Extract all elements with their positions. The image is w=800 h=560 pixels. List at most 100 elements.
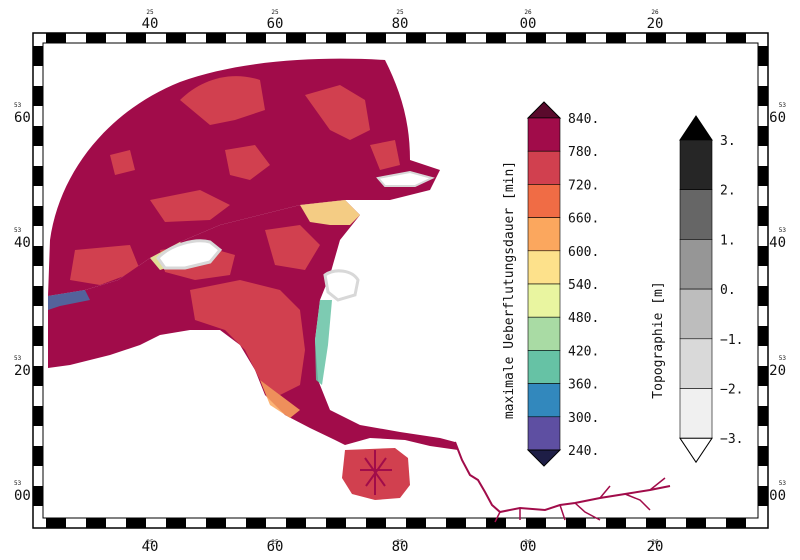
colorbar-label: 660.	[568, 212, 599, 227]
topography-colorbar-title: Topographie [m]	[651, 281, 666, 398]
colorbar-label: 840.	[568, 112, 599, 127]
x-tick-minor-label: 26	[651, 539, 659, 546]
frame-segment	[33, 286, 43, 306]
frame-segment	[406, 33, 426, 43]
x-tick-minor-label: 26	[524, 539, 532, 546]
offshore-patch	[225, 145, 270, 180]
frame-segment	[33, 326, 43, 346]
colorbar-segment	[527, 150, 561, 185]
colorbar-segment	[679, 288, 713, 340]
frame-inner-border	[42, 42, 759, 519]
offshore-patch	[110, 150, 135, 175]
offshore-patch	[150, 190, 230, 222]
frame-segment	[46, 33, 66, 43]
y-tick-minor-label: 53	[779, 102, 787, 109]
frame-segment	[206, 518, 226, 528]
colorbar-segment	[679, 388, 713, 439]
colorbar-segment	[527, 283, 561, 318]
tidal-flat-fringe	[315, 300, 332, 385]
colorbar-label: 480.	[568, 311, 599, 326]
frame-segment	[758, 486, 768, 506]
frame-segment	[33, 486, 43, 506]
offshore-patch	[370, 140, 400, 170]
frame-segment	[758, 446, 768, 466]
y-tick-label: 20	[14, 363, 31, 379]
river-channel	[494, 477, 666, 523]
frame-segment	[126, 518, 146, 528]
frame-segment	[758, 126, 768, 146]
frame-segment	[646, 33, 666, 43]
frame-segment	[526, 33, 546, 43]
axis-tick-labels: 2540254025602560258025802600260026202620…	[14, 9, 786, 555]
colorbar-segment	[527, 316, 561, 351]
x-tick-label: 20	[647, 539, 664, 555]
x-tick-minor-label: 25	[271, 9, 279, 16]
tidal-flat-fringe	[48, 290, 90, 310]
frame-segment	[726, 518, 746, 528]
frame-segment	[758, 206, 768, 226]
x-tick-label: 60	[267, 539, 284, 555]
topography-colorbar: 3. 2. 1. 0. −1. −2. −3.	[679, 115, 743, 464]
colorbar-label: 1.	[720, 233, 736, 248]
frame-segment	[206, 33, 226, 43]
frame-segment	[246, 518, 266, 528]
frame-segment	[406, 518, 426, 528]
x-tick-label: 00	[520, 16, 537, 32]
frame-segment	[566, 518, 586, 528]
colorbar-label: 3.	[720, 134, 736, 149]
estuary-patch	[265, 225, 320, 270]
colorbar-segment	[527, 184, 561, 218]
frame-segment	[686, 33, 706, 43]
flood-duration-map	[48, 58, 671, 523]
tidal-flat-fringe	[260, 380, 300, 418]
colorbar-label: 540.	[568, 278, 599, 293]
colorbar-segment	[527, 117, 561, 152]
frame-segment	[33, 166, 43, 186]
colorbar-bottom-arrow	[526, 449, 562, 467]
frame-segment	[758, 46, 768, 66]
x-tick-label: 80	[392, 16, 409, 32]
colorbar-label: 720.	[568, 178, 599, 193]
southern-basin-channels	[360, 450, 392, 495]
colorbar-segment	[679, 139, 713, 191]
duration-colorbar: 840. 780. 720. 660. 600. 540. 480. 420. 360. 300.…	[526, 101, 599, 467]
frame-segment	[686, 518, 706, 528]
frame-segment	[486, 33, 506, 43]
estuary-patch	[190, 280, 305, 395]
frame-segment	[326, 33, 346, 43]
x-tick-label: 40	[142, 16, 159, 32]
frame-segment	[33, 246, 43, 266]
frame-segment	[166, 518, 186, 528]
frame-segment	[758, 286, 768, 306]
y-tick-minor-label: 53	[14, 355, 22, 362]
colorbar-segment	[679, 239, 713, 290]
island	[156, 239, 223, 270]
frame-segment	[33, 366, 43, 386]
frame-segment	[326, 518, 346, 528]
frame-segment	[758, 326, 768, 346]
y-tick-label: 40	[769, 235, 786, 251]
offshore-patch	[305, 85, 370, 140]
colorbar-segment	[679, 189, 713, 240]
colorbar-bottom-arrow	[679, 437, 713, 464]
x-tick-label: 20	[647, 16, 664, 32]
frame-segment	[486, 518, 506, 528]
colorbar-label: 2.	[720, 184, 736, 199]
colorbar-label: 240.	[568, 444, 599, 459]
frame-segment	[758, 246, 768, 266]
frame-segment	[758, 406, 768, 426]
x-tick-label: 00	[520, 539, 537, 555]
colorbar-label: −3.	[720, 432, 743, 447]
colorbar-label: −1.	[720, 333, 743, 348]
x-tick-label: 40	[142, 539, 159, 555]
frame-segment	[726, 33, 746, 43]
x-tick-minor-label: 25	[396, 9, 404, 16]
colorbar-segment	[679, 338, 713, 389]
frame-segment	[166, 33, 186, 43]
y-tick-label: 00	[14, 488, 31, 504]
frame-segment	[246, 33, 266, 43]
x-tick-minor-label: 25	[146, 539, 154, 546]
y-tick-minor-label: 53	[14, 102, 22, 109]
colorbar-segment	[527, 416, 561, 451]
